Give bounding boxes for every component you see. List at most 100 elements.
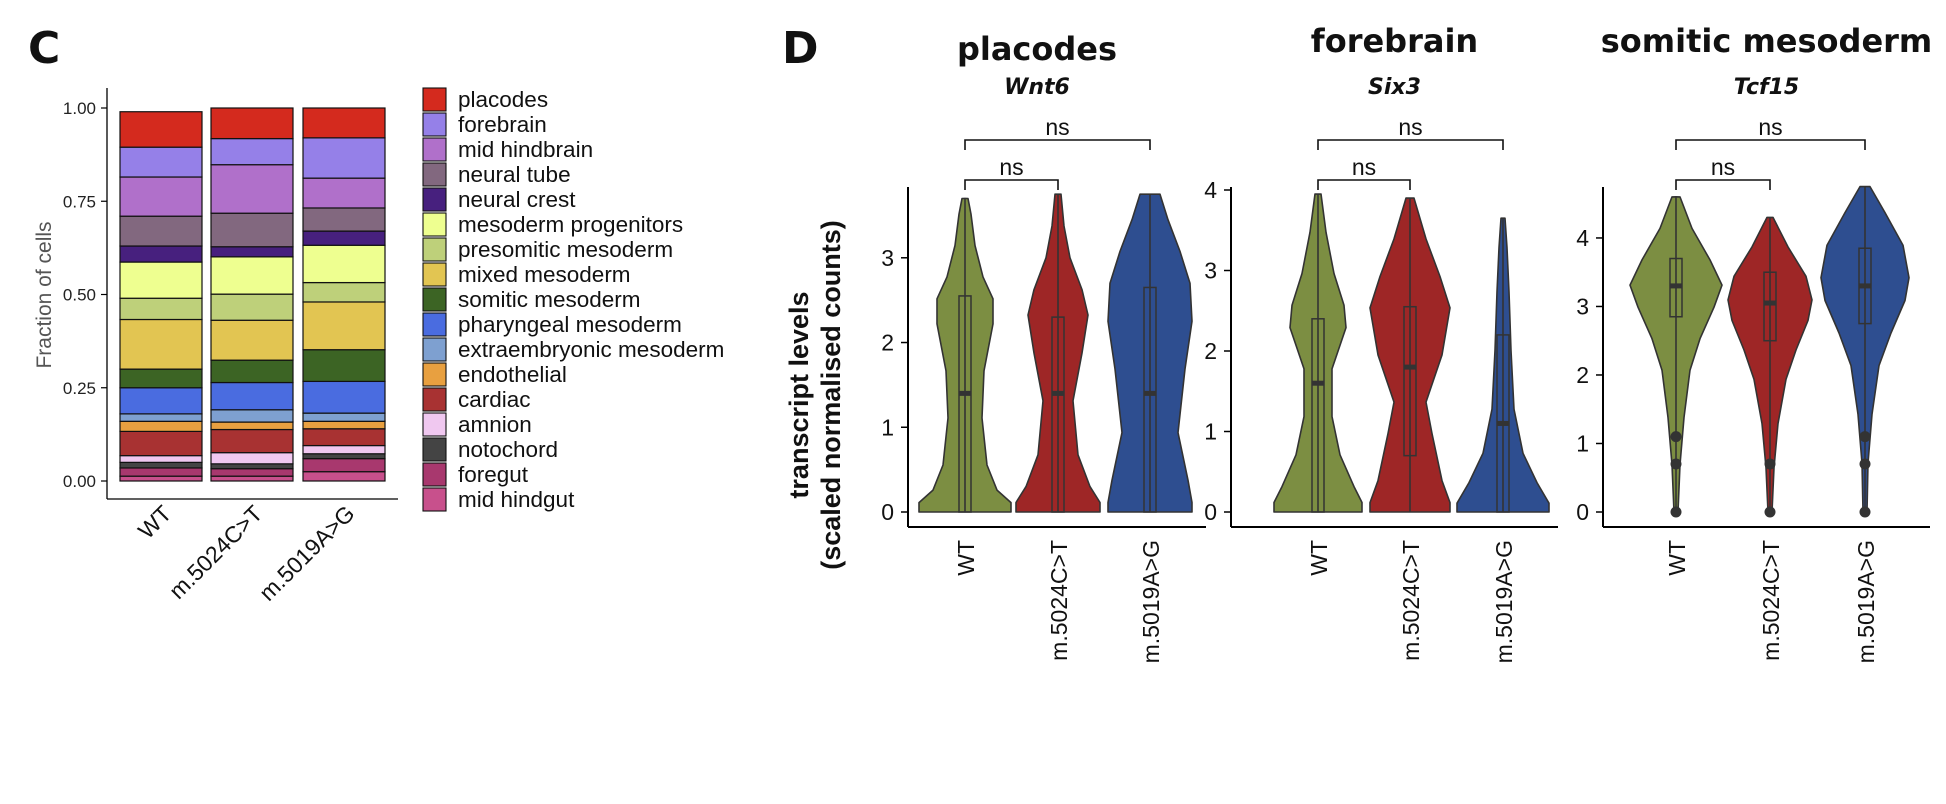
bar-segment <box>210 409 294 423</box>
violin-plots: transcript levels(scaled normalised coun… <box>784 22 1932 663</box>
median-marker <box>1497 420 1509 426</box>
bar-segment <box>119 245 203 263</box>
legend-label: endothelial <box>458 362 567 387</box>
bar-segment <box>302 444 386 455</box>
legend-swatch <box>422 437 447 462</box>
y-axis-title: Fraction of cells <box>33 221 56 368</box>
significance-label: ns <box>1758 114 1782 140</box>
median-marker <box>959 390 971 396</box>
bar-segment <box>302 137 386 179</box>
bar-segment <box>302 420 386 430</box>
bar-segment <box>302 301 386 351</box>
y-tick-label: 0.25 <box>63 379 96 398</box>
x-tick-label: m.5024C>T <box>1398 540 1424 661</box>
y-tick-label: 0.75 <box>63 192 96 211</box>
y-tick-label: 0 <box>881 499 894 525</box>
bar-segment <box>210 293 294 321</box>
significance-bracket <box>964 139 1151 150</box>
legend-swatch <box>422 412 447 437</box>
bar-segment <box>302 244 386 284</box>
y-axis-title: transcript levels(scaled normalised coun… <box>784 220 846 570</box>
bar-segment <box>210 381 294 411</box>
outlier-point <box>1859 458 1871 470</box>
bar-segment <box>302 428 386 447</box>
y-tick-label: 1 <box>1204 419 1217 445</box>
legend-label: notochord <box>458 437 558 462</box>
legend-swatch <box>422 187 447 212</box>
significance-bracket <box>1675 139 1866 150</box>
x-tick-label: WT <box>953 540 979 576</box>
facet-title: somitic mesoderm <box>1601 22 1933 60</box>
legend-label: neural crest <box>458 187 576 212</box>
iqr-box <box>1763 271 1777 342</box>
y-tick-label: 1 <box>881 414 894 440</box>
panel-label-c: C <box>28 23 60 74</box>
bar-segment <box>119 475 203 482</box>
y-tick-label: 0 <box>1204 499 1217 525</box>
bar-segment <box>302 230 386 246</box>
median-marker <box>1670 283 1682 289</box>
significance-label: ns <box>1352 154 1376 180</box>
x-tick-label: m.5019A>G <box>1138 540 1164 663</box>
median-marker <box>1312 380 1324 386</box>
significance-label: ns <box>999 154 1023 180</box>
bar-segment <box>119 368 203 389</box>
legend-label: cardiac <box>458 387 531 412</box>
significance-label: ns <box>1711 154 1735 180</box>
x-tick-label: m.5019A>G <box>254 500 360 606</box>
legend-label: forebrain <box>458 112 547 137</box>
legend-label: mixed mesoderm <box>458 262 631 287</box>
legend-label: amnion <box>458 412 532 437</box>
outlier-point <box>1764 506 1776 518</box>
bar-segment <box>302 458 386 473</box>
bar-segment <box>210 468 294 477</box>
outlier-point <box>1764 458 1776 470</box>
median-marker <box>1764 300 1776 306</box>
x-tick-label: WT <box>133 500 177 544</box>
bar-segment <box>119 176 203 217</box>
x-tick-label: m.5024C>T <box>164 500 268 604</box>
bar-segment <box>210 452 294 465</box>
bar-segment <box>119 420 203 432</box>
y-tick-label: 1.00 <box>63 99 96 118</box>
iqr-box <box>1403 305 1417 457</box>
legend-swatch <box>422 287 447 312</box>
iqr-box <box>958 295 972 513</box>
legend-swatch <box>422 237 447 262</box>
legend-swatch <box>422 262 447 287</box>
x-tick-label: WT <box>1306 540 1332 576</box>
legend-swatch <box>422 162 447 187</box>
x-tick-label: m.5019A>G <box>1853 540 1879 663</box>
iqr-box <box>1143 286 1157 513</box>
bar-segment <box>302 207 386 232</box>
violin-facet: 0 1 2 3 4 somitic mesoderm Tcf15 WT m.5024C>T m.5… <box>1576 22 1932 663</box>
bar-segment <box>119 297 203 321</box>
y-tick-label: 1 <box>1576 430 1589 456</box>
significance-bracket <box>1317 139 1504 150</box>
bar-segment <box>302 471 386 482</box>
bar-segment <box>210 246 294 258</box>
legend-label: somitic mesoderm <box>458 287 641 312</box>
facet-gene: Six3 <box>1368 75 1421 100</box>
bar-segment <box>119 430 203 457</box>
facet-title: forebrain <box>1311 22 1478 60</box>
legend-label: neural tube <box>458 162 571 187</box>
median-marker <box>1052 390 1064 396</box>
bar-segment <box>119 111 203 148</box>
iqr-box <box>1051 316 1065 513</box>
outlier-point <box>1859 431 1871 443</box>
legend-label: pharyngeal mesoderm <box>458 312 682 337</box>
bar-segment <box>210 107 294 140</box>
panel-label-d: D <box>782 23 819 74</box>
x-tick-label: m.5024C>T <box>1758 540 1784 661</box>
bar-segment <box>119 387 203 415</box>
bar-segment <box>302 107 386 139</box>
bar-segment <box>210 421 294 431</box>
y-tick-label: 4 <box>1204 177 1217 203</box>
bar-segment <box>210 319 294 361</box>
median-marker <box>1859 283 1871 289</box>
median-marker <box>1144 390 1156 396</box>
